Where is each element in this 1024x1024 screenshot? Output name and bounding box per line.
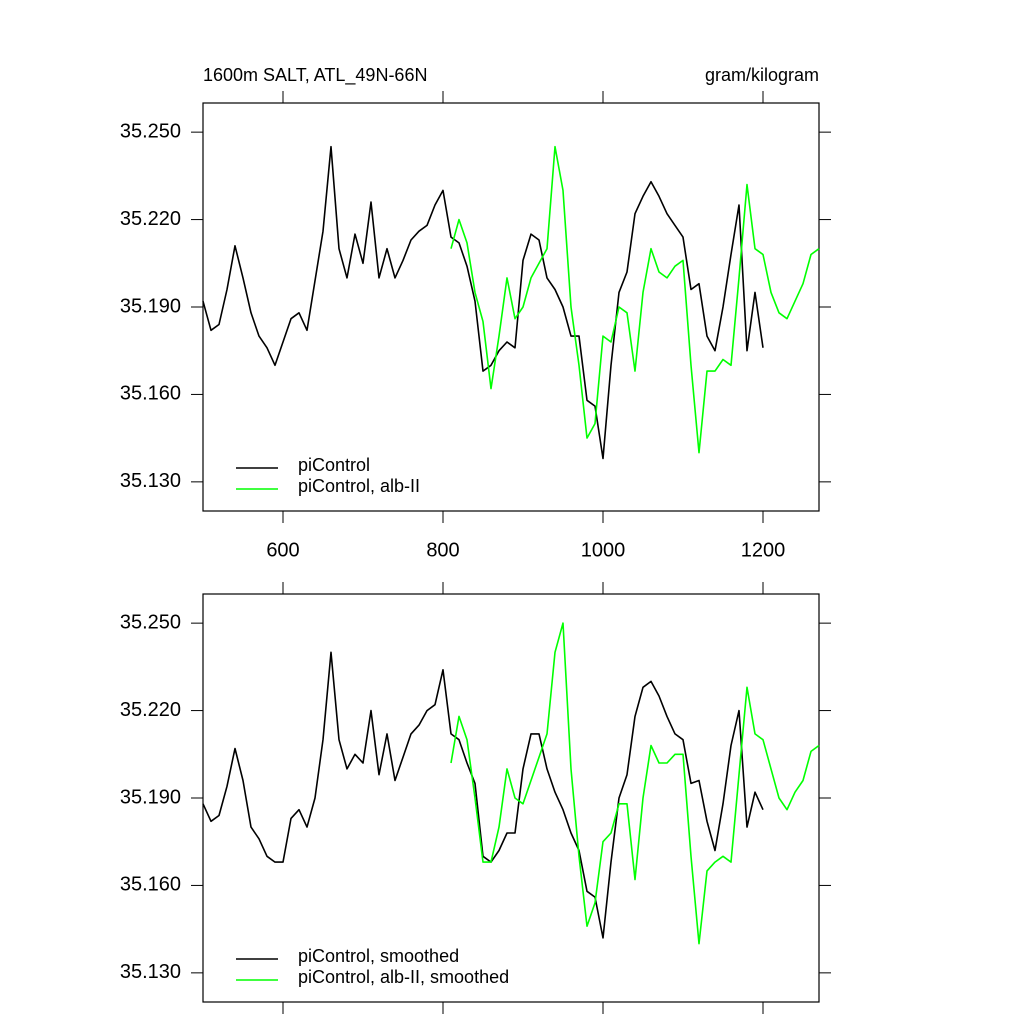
y-tick-label: 35.160 <box>120 383 181 405</box>
y-tick-label: 35.130 <box>120 470 181 492</box>
units-label: gram/kilogram <box>705 65 819 85</box>
legend-label: piControl, alb-II, smoothed <box>298 967 509 987</box>
y-tick-label: 35.250 <box>120 611 181 633</box>
plot-frame <box>202 593 820 1003</box>
y-tick-label: 35.190 <box>120 295 181 317</box>
plot-frame <box>202 102 820 512</box>
series-line <box>450 622 820 945</box>
chart-title: 1600m SALT, ATL_49N-66N <box>203 65 427 86</box>
y-tick-label: 35.130 <box>120 961 181 983</box>
y-tick-label: 35.220 <box>120 208 181 230</box>
x-tick-label: 600 <box>266 539 299 561</box>
x-tick-label: 800 <box>426 539 459 561</box>
legend-label: piControl <box>298 455 370 475</box>
legend-label: piControl, smoothed <box>298 946 459 966</box>
series-line <box>202 651 764 939</box>
x-tick-label: 1200 <box>741 539 786 561</box>
x-tick-label: 1000 <box>581 539 626 561</box>
series-line <box>202 145 764 460</box>
y-tick-label: 35.160 <box>120 874 181 896</box>
y-tick-label: 35.250 <box>120 120 181 142</box>
y-tick-label: 35.190 <box>120 786 181 808</box>
series-line <box>450 145 820 454</box>
legend-label: piControl, alb-II <box>298 476 420 496</box>
y-tick-label: 35.220 <box>120 699 181 721</box>
